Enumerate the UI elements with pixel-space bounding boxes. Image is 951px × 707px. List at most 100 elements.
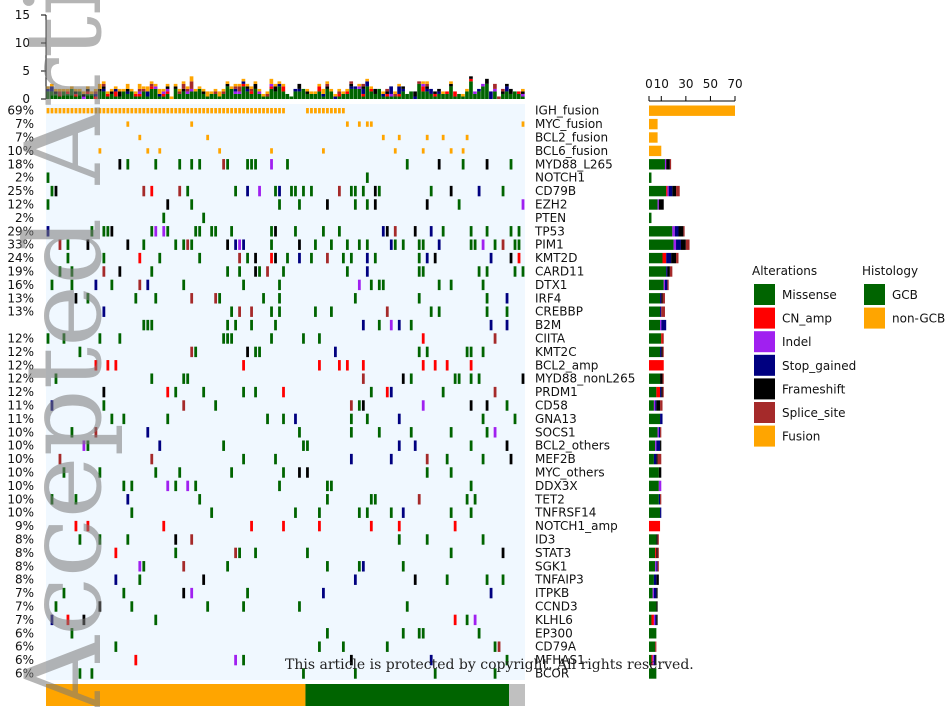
top-bar-segment	[113, 88, 118, 92]
right-bar-segment	[649, 614, 652, 626]
mutation-cell	[114, 641, 118, 652]
mutation-cell	[226, 108, 230, 114]
top-bar-segment	[341, 91, 346, 94]
mutation-cell	[377, 319, 381, 331]
top-bar-segment	[213, 88, 218, 92]
mutation-cell	[509, 252, 513, 264]
top-bar-segment	[65, 91, 70, 94]
top-bar-segment	[353, 86, 358, 89]
mutation-cell	[337, 108, 341, 114]
mutation-cell	[270, 306, 273, 317]
top-bar-segment	[449, 86, 453, 99]
mutation-cell	[349, 185, 353, 197]
mutation-cell	[174, 239, 178, 250]
mutation-cell	[174, 480, 178, 492]
right-bar-segment	[652, 654, 654, 666]
top-bar-segment	[81, 96, 86, 99]
mutation-cell	[178, 185, 182, 197]
mutation-cell	[254, 159, 257, 170]
top-bar-segment	[305, 93, 310, 99]
mutation-cell	[349, 413, 353, 425]
mutation-cell	[429, 226, 433, 237]
top-bar-segment	[393, 93, 397, 97]
right-bar-segment	[655, 561, 657, 572]
mutation-cell	[214, 108, 218, 114]
top-bar-segment	[257, 93, 262, 99]
mutation-cell	[238, 252, 241, 264]
top-bar-segment	[237, 91, 242, 94]
gene-label: BCOR	[535, 667, 569, 681]
top-bar-segment	[409, 91, 413, 99]
mutation-cell	[294, 413, 297, 425]
right-bar-segment	[661, 293, 663, 304]
gene-label: NOTCH1_amp	[535, 519, 618, 533]
mutation-cell	[98, 108, 102, 114]
mutation-cell	[282, 108, 285, 114]
mutation-cell	[218, 148, 222, 154]
top-bar-segment	[97, 83, 102, 89]
top-bar-segment	[337, 91, 342, 94]
right-bar-segment	[664, 159, 667, 170]
mutation-cell	[138, 279, 142, 291]
top-bar-segment	[137, 83, 142, 89]
mutation-cell	[353, 185, 357, 197]
mutation-cell	[349, 427, 353, 438]
mutation-cell	[102, 306, 106, 317]
top-bar-segment	[249, 86, 254, 89]
top-bar-segment	[46, 86, 50, 89]
top-bar-segment	[241, 78, 246, 82]
top-bar-segment	[49, 91, 54, 99]
right-bar-segment	[656, 574, 659, 585]
mutation-cell	[70, 628, 74, 639]
right-bar-segment	[656, 614, 658, 626]
top-bar-segment	[253, 81, 258, 84]
top-bar-segment	[345, 93, 350, 99]
top-bar-segment	[273, 91, 278, 99]
mutation-cell	[294, 226, 297, 237]
top-bar-segment	[277, 83, 282, 87]
mutation-cell	[126, 108, 130, 114]
mutation-cell	[230, 108, 234, 114]
percent-label: 69%	[7, 104, 34, 118]
mutation-cell	[142, 185, 146, 197]
right-bar-segment	[649, 306, 661, 317]
top-bar-segment	[369, 88, 373, 92]
mutation-cell	[190, 293, 194, 304]
top-bar-segment	[101, 83, 106, 87]
mutation-cell	[310, 252, 313, 264]
mutation-cell	[409, 319, 413, 331]
mutation-cell	[270, 252, 273, 264]
alterations-legend: Alterations Missense CN_amp Indel Stop_gain…	[752, 264, 856, 447]
top-bar-segment	[273, 83, 278, 87]
top-bar-segment	[349, 86, 354, 89]
mutation-cell	[385, 386, 389, 398]
gene-label: MYD88_L265	[535, 157, 613, 171]
right-bar-segment	[649, 373, 661, 384]
mutation-cell	[182, 561, 186, 572]
mutation-cell	[246, 252, 249, 264]
mutation-cell	[182, 373, 186, 384]
top-bar-segment	[145, 91, 150, 97]
top-bar-segment	[181, 88, 186, 92]
right-bar-segment	[666, 266, 668, 277]
right-bar-segment	[667, 185, 669, 197]
top-bar-segment	[501, 88, 505, 92]
top-bar-segment	[137, 96, 142, 99]
percent-label: 12%	[7, 332, 34, 346]
mutation-cell	[238, 239, 241, 250]
mutation-cell	[345, 360, 349, 371]
top-bar-segment	[285, 93, 290, 99]
mutation-cell	[106, 226, 110, 237]
percent-label: 6%	[15, 653, 34, 667]
top-bar-segment	[225, 86, 230, 99]
mutation-cell	[190, 239, 194, 250]
right-bar-segment	[651, 654, 653, 666]
top-bar-segment	[185, 91, 190, 94]
top-bar-segment	[425, 86, 429, 89]
top-bar-segment	[361, 88, 366, 94]
mutation-cell	[138, 574, 142, 585]
top-bar-segment	[233, 88, 238, 92]
mutation-cell	[461, 159, 465, 170]
mutation-cell	[118, 333, 122, 344]
percent-label: 7%	[15, 586, 34, 600]
